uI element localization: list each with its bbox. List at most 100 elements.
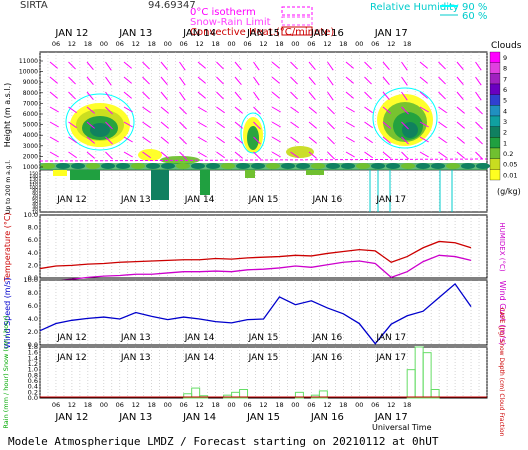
height-tick-label: 1000 bbox=[23, 164, 38, 171]
day-label: JAN 17 bbox=[375, 333, 406, 343]
footer-text: Modele Atmospherique LMDZ / Forecast sta… bbox=[8, 435, 439, 448]
day-label: JAN 12 bbox=[56, 333, 87, 343]
wind-arrow bbox=[197, 91, 206, 99]
wind-arrow bbox=[327, 106, 335, 115]
wind-arrow bbox=[234, 106, 243, 114]
wind-arrow bbox=[438, 91, 446, 100]
hour-label: 06 bbox=[116, 40, 124, 48]
wind-arrow bbox=[364, 106, 373, 114]
wind-arrow bbox=[327, 151, 335, 160]
colorbar-swatch bbox=[489, 147, 501, 159]
hour-label: 06 bbox=[180, 40, 188, 48]
hour-label: 18 bbox=[211, 401, 219, 409]
low-height-tick-label: 110 bbox=[29, 182, 38, 188]
day-label: JAN 14 bbox=[182, 412, 216, 423]
hour-label: 18 bbox=[148, 40, 156, 48]
station-value: 94.69347 bbox=[148, 0, 196, 11]
wind-arrow bbox=[401, 91, 408, 101]
hour-label: 06 bbox=[52, 401, 60, 409]
rh-legend: Relative Humidity bbox=[370, 2, 459, 13]
isotherm-legend: 0°C isotherm bbox=[190, 7, 256, 18]
wind-arrow bbox=[290, 91, 298, 100]
low-cloud-cell bbox=[41, 163, 55, 169]
wind-arrow bbox=[253, 136, 261, 145]
hour-label: 12 bbox=[259, 401, 267, 409]
low-cloud-cell bbox=[86, 163, 100, 169]
wind-arrow bbox=[271, 151, 281, 158]
hour-label: 00 bbox=[355, 40, 363, 48]
wind-arrow bbox=[308, 61, 316, 70]
wind-arrow bbox=[179, 121, 187, 130]
low-cloud-cell bbox=[131, 163, 145, 169]
colorbar-tick-label: 6 bbox=[503, 86, 507, 94]
wind-arrow bbox=[49, 136, 59, 143]
wind-arrow bbox=[401, 61, 408, 71]
wind-arrow bbox=[290, 61, 298, 70]
cloud-blob bbox=[138, 149, 162, 161]
rain-bar bbox=[239, 389, 249, 399]
wind-arrow bbox=[234, 76, 242, 85]
low-height-tick-label: 120 bbox=[29, 179, 38, 185]
wind-arrow bbox=[197, 151, 207, 158]
y-tick-label: 6.0 bbox=[28, 302, 38, 310]
legend-sample bbox=[281, 6, 313, 16]
wind-arrow bbox=[49, 76, 58, 84]
rh-90: 90 % bbox=[462, 2, 487, 13]
wind-arrow bbox=[179, 151, 187, 160]
wind-arrow bbox=[86, 121, 95, 129]
wind-arrow bbox=[105, 136, 113, 145]
y-tick-label: 8.0 bbox=[28, 289, 38, 297]
rh-60: 60 % bbox=[462, 11, 487, 22]
wind-arrow bbox=[308, 151, 317, 159]
hour-label: 00 bbox=[227, 40, 235, 48]
wind-arrow bbox=[419, 121, 429, 128]
wind-arrow bbox=[364, 61, 372, 70]
low-level-cloud bbox=[200, 170, 210, 195]
low-cloud-cell bbox=[266, 163, 280, 169]
wind-arrow bbox=[68, 91, 76, 100]
wind-arrow bbox=[419, 136, 429, 143]
low-height-tick-label: 150 bbox=[29, 171, 38, 177]
rh-contour bbox=[240, 112, 266, 154]
hour-label: 12 bbox=[68, 401, 76, 409]
colorbar-swatch bbox=[489, 105, 501, 117]
low-cloud-cell bbox=[146, 163, 160, 169]
wind-arrow bbox=[49, 91, 58, 99]
hour-label: 18 bbox=[403, 401, 411, 409]
hour-label: 00 bbox=[100, 401, 108, 409]
y-tick-label: 0.0 bbox=[28, 341, 38, 349]
station-name: SIRTA bbox=[20, 0, 48, 11]
rain-axis-label: Rain (mm / hour) Snow (cm / hour) bbox=[2, 315, 10, 428]
hour-label: 00 bbox=[227, 401, 235, 409]
low-cloud-cell bbox=[101, 163, 115, 169]
height-tick-label: 11000 bbox=[19, 58, 38, 65]
wind-arrow bbox=[216, 61, 224, 70]
rain-bar bbox=[422, 352, 432, 399]
low-cloud-cell bbox=[251, 163, 265, 169]
wind-arrow bbox=[382, 76, 390, 85]
wind-arrow bbox=[253, 61, 260, 71]
low-height-tick-label: 140 bbox=[29, 174, 38, 180]
day-label: JAN 14 bbox=[184, 195, 215, 205]
wind-arrow bbox=[197, 136, 207, 143]
cloud-colorbar: 9 8 7 6 5 4 3 2 1 0.2 0.05 0.01 bbox=[489, 51, 517, 181]
day-label: JAN 16 bbox=[310, 412, 344, 423]
low-cloud-cell bbox=[281, 163, 295, 169]
wind-arrow bbox=[438, 151, 447, 159]
low-cloud-cell bbox=[446, 163, 460, 169]
wind-arrow bbox=[475, 76, 482, 86]
wind-arrow bbox=[382, 121, 391, 129]
day-labels-top: JAN 12 JAN 13 JAN 14 JAN 15 JAN 16 JAN 17 bbox=[54, 28, 407, 39]
low-height-axis-label: Up to 200 m a.g.l. bbox=[5, 160, 12, 214]
wind-arrow bbox=[290, 136, 299, 144]
y-tick-label: 1.2 bbox=[28, 360, 38, 368]
colorbar-unit: (g/kg) bbox=[497, 187, 521, 196]
wind-arrow bbox=[382, 151, 391, 159]
height-tick-label: 4000 bbox=[23, 132, 38, 139]
y-tick-label: 2.0 bbox=[28, 261, 38, 269]
day-label: JAN 13 bbox=[120, 195, 151, 205]
rh-contour bbox=[372, 87, 438, 149]
wind-arrow bbox=[419, 91, 428, 99]
y-tick-label: 1.0 bbox=[28, 366, 38, 374]
